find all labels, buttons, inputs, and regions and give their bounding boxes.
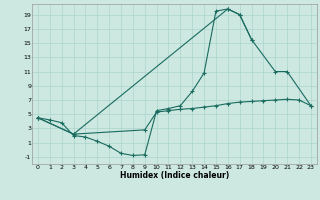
- X-axis label: Humidex (Indice chaleur): Humidex (Indice chaleur): [120, 171, 229, 180]
